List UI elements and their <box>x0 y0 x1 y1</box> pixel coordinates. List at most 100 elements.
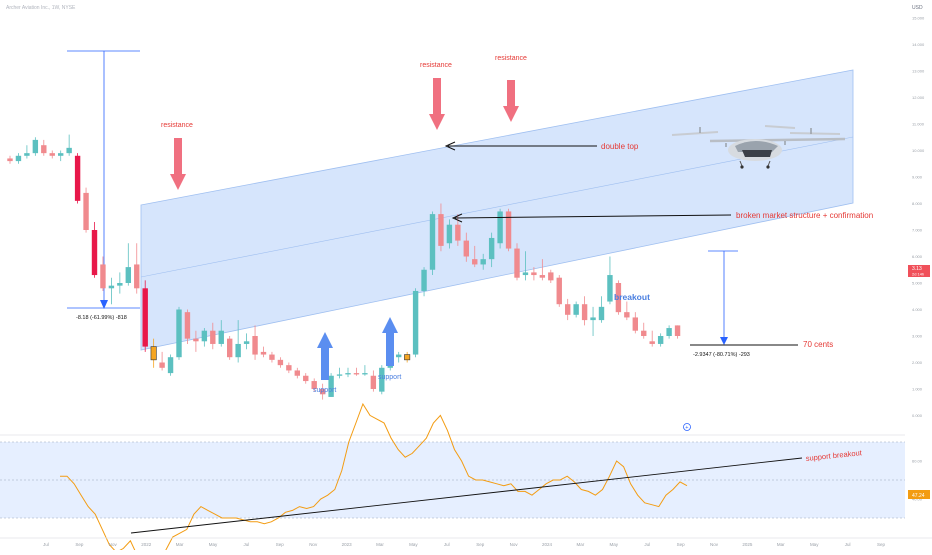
candle-body <box>286 365 292 371</box>
time-tick-label: 2023 <box>342 542 353 547</box>
price-tick-label: 15.000 <box>912 16 925 21</box>
time-tick-label: Nov <box>710 542 719 547</box>
time-tick-label: Mar <box>777 542 785 547</box>
candle-body <box>91 230 98 276</box>
candle-body <box>581 304 588 321</box>
candle-body <box>32 139 39 154</box>
resistance-label-2: resistance <box>420 62 452 69</box>
candle-body <box>641 330 647 336</box>
candle-body <box>328 375 334 397</box>
resistance-arrow-1 <box>170 138 186 190</box>
time-tick-label: Mar <box>577 542 585 547</box>
price-tick-label: 6.000 <box>912 254 923 259</box>
rsi-trendline[interactable] <box>130 457 803 534</box>
plus-icon: + <box>685 425 688 431</box>
price-tick-label: 13.000 <box>912 69 925 74</box>
broken-structure-arrowhead <box>451 213 463 223</box>
current-price-value: 3.13 <box>912 266 922 272</box>
time-tick-label: Sep <box>75 542 84 547</box>
time-tick-label: May <box>610 542 619 547</box>
candle-body <box>514 248 520 278</box>
candle-body <box>615 283 622 313</box>
price-tick-label: 0.000 <box>912 413 923 418</box>
candle-body <box>598 306 605 321</box>
candle-body <box>590 317 596 321</box>
candle-body <box>531 272 537 276</box>
time-tick-label: Mar <box>176 542 184 547</box>
candle-body <box>463 240 469 257</box>
candle-body <box>396 354 402 358</box>
evtol-aircraft-image <box>671 125 846 169</box>
support-arrow-1 <box>317 332 333 380</box>
double-top-label: double top <box>601 142 639 151</box>
candle-body <box>74 155 81 201</box>
candle-body <box>252 336 258 355</box>
candle-body <box>235 343 241 358</box>
price-tick-label: 10.000 <box>912 148 925 153</box>
candle-body <box>379 367 385 392</box>
candle-body <box>497 211 503 244</box>
rsi-current-value: 47.24 <box>912 493 925 499</box>
breakout-label: breakout <box>614 292 650 302</box>
candle-body <box>505 211 512 249</box>
price-axis[interactable]: 15.000 14.000 13.000 12.000 11.000 10.000 9.00… <box>912 16 925 419</box>
broken-structure-label: broken market structure + confirmation <box>736 211 873 220</box>
candle-body <box>303 375 309 382</box>
candle-body <box>311 381 317 389</box>
time-tick-label: 2025 <box>742 542 753 547</box>
rsi-tick-label: 60.00 <box>912 459 923 464</box>
candle-body <box>370 375 377 389</box>
candle-body <box>556 277 562 305</box>
rising-channel[interactable] <box>140 69 854 351</box>
candle-body <box>674 325 681 336</box>
candle-body <box>117 283 123 286</box>
price-tick-label: 14.000 <box>912 42 925 47</box>
candle-body <box>522 272 529 276</box>
candle-body <box>243 341 250 344</box>
candlestick-series <box>7 134 681 400</box>
support-label-1: support <box>313 387 336 394</box>
seventy-cents-label: 70 cents <box>803 340 833 349</box>
candle-body <box>260 351 267 355</box>
time-tick-label: Nov <box>510 542 519 547</box>
candle-body <box>412 290 419 355</box>
candle-body <box>176 309 182 358</box>
candle-body <box>125 267 131 283</box>
measure-2-label: -2.9347 (-80.71%) -293 <box>693 352 750 358</box>
candle-body <box>345 373 351 375</box>
add-button[interactable] <box>683 423 691 431</box>
candle-body <box>134 264 140 289</box>
measure-arrow-head <box>100 300 108 309</box>
candle-body <box>649 341 655 344</box>
candle-body <box>24 153 30 156</box>
candle-body <box>184 312 191 339</box>
time-axis[interactable]: Jul Sep Nov 2022 Mar May Jul Sep Nov 2023 Mar May Ju… <box>43 542 885 547</box>
candle-body <box>472 259 478 265</box>
candle-body <box>539 275 546 278</box>
candle-body <box>159 362 165 368</box>
candle-body <box>83 192 89 230</box>
price-tick-label: 7.000 <box>912 228 923 233</box>
time-tick-label: May <box>409 542 418 547</box>
candle-body <box>446 224 453 244</box>
candle-body <box>58 153 64 156</box>
candle-body <box>488 237 495 260</box>
resistance-label-1: resistance <box>161 122 193 129</box>
time-tick-label: Sep <box>677 542 686 547</box>
currency-label: USD <box>912 5 923 11</box>
candle-body <box>480 259 486 265</box>
double-top-arrowhead <box>444 141 456 151</box>
time-tick-label: Nov <box>109 542 118 547</box>
candle-body <box>167 357 174 374</box>
price-tick-label: 9.000 <box>912 175 923 180</box>
candle-body <box>193 338 199 342</box>
candle-body <box>7 158 13 162</box>
candle-body <box>142 288 148 347</box>
time-tick-label: Jul <box>644 542 650 547</box>
candle-body <box>607 275 613 302</box>
price-tick-label: 3.000 <box>912 334 923 339</box>
time-tick-label: Jul <box>244 542 250 547</box>
candle-body <box>294 370 300 376</box>
current-price-tag <box>908 265 930 277</box>
